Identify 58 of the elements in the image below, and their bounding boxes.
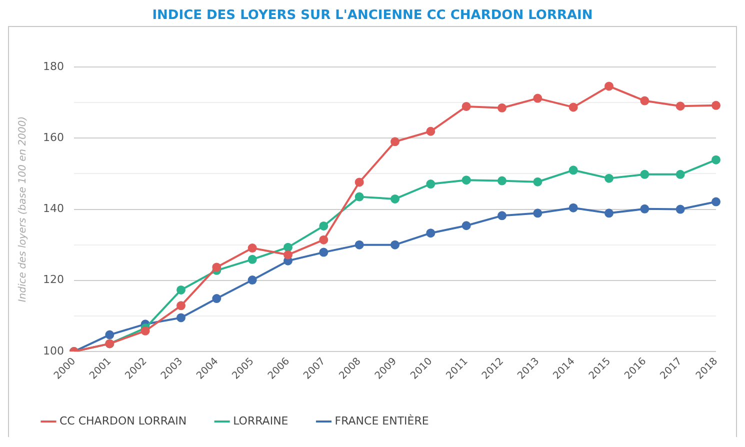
legend-label: CC CHARDON LORRAIN (60, 414, 187, 428)
point (604, 174, 614, 183)
point (283, 242, 292, 252)
point (390, 137, 400, 146)
point (712, 197, 720, 206)
point (248, 244, 257, 253)
point (283, 250, 292, 260)
point (533, 94, 542, 103)
point (319, 221, 328, 230)
point (568, 166, 578, 175)
point (248, 276, 257, 285)
point (640, 96, 650, 106)
y-axis-title: Indice des loyers (base 100 en 2000) (18, 116, 29, 302)
point (462, 221, 471, 230)
point (426, 228, 436, 238)
y-tick-label: 180 (42, 60, 64, 73)
point (426, 126, 436, 136)
point (676, 170, 685, 179)
point (140, 326, 150, 336)
point (498, 176, 506, 186)
point (390, 194, 400, 204)
point (712, 100, 720, 110)
point (176, 301, 186, 310)
point (604, 208, 614, 218)
point (426, 180, 436, 189)
legend-label: LORRAINE (233, 414, 288, 428)
point (212, 294, 222, 304)
point (498, 211, 506, 220)
point (354, 178, 364, 187)
point (212, 262, 222, 272)
point (390, 240, 400, 250)
point (248, 254, 257, 264)
point (676, 204, 685, 214)
point (533, 208, 542, 218)
point (176, 285, 186, 294)
y-tick-label: 100 (42, 344, 64, 358)
point (354, 240, 364, 250)
point (462, 176, 471, 185)
y-tick-label: 160 (42, 130, 64, 144)
point (354, 192, 364, 202)
point (676, 102, 685, 111)
point (712, 155, 720, 164)
point (498, 103, 506, 112)
point (319, 235, 328, 244)
point (604, 82, 614, 91)
point (568, 203, 578, 212)
point (105, 330, 114, 340)
point (640, 204, 650, 214)
point (176, 313, 186, 322)
point (568, 102, 578, 112)
point (462, 102, 471, 111)
point (319, 248, 328, 257)
legend-label: FRANCE ENTIÈRE (334, 413, 429, 428)
y-tick-label: 140 (42, 202, 64, 216)
y-tick-label: 120 (42, 273, 64, 286)
point (533, 177, 542, 186)
point (640, 170, 650, 179)
chart-title: INDICE DES LOYERS SUR L'ANCIENNE CC CHARDON LORRAIN (151, 8, 594, 25)
